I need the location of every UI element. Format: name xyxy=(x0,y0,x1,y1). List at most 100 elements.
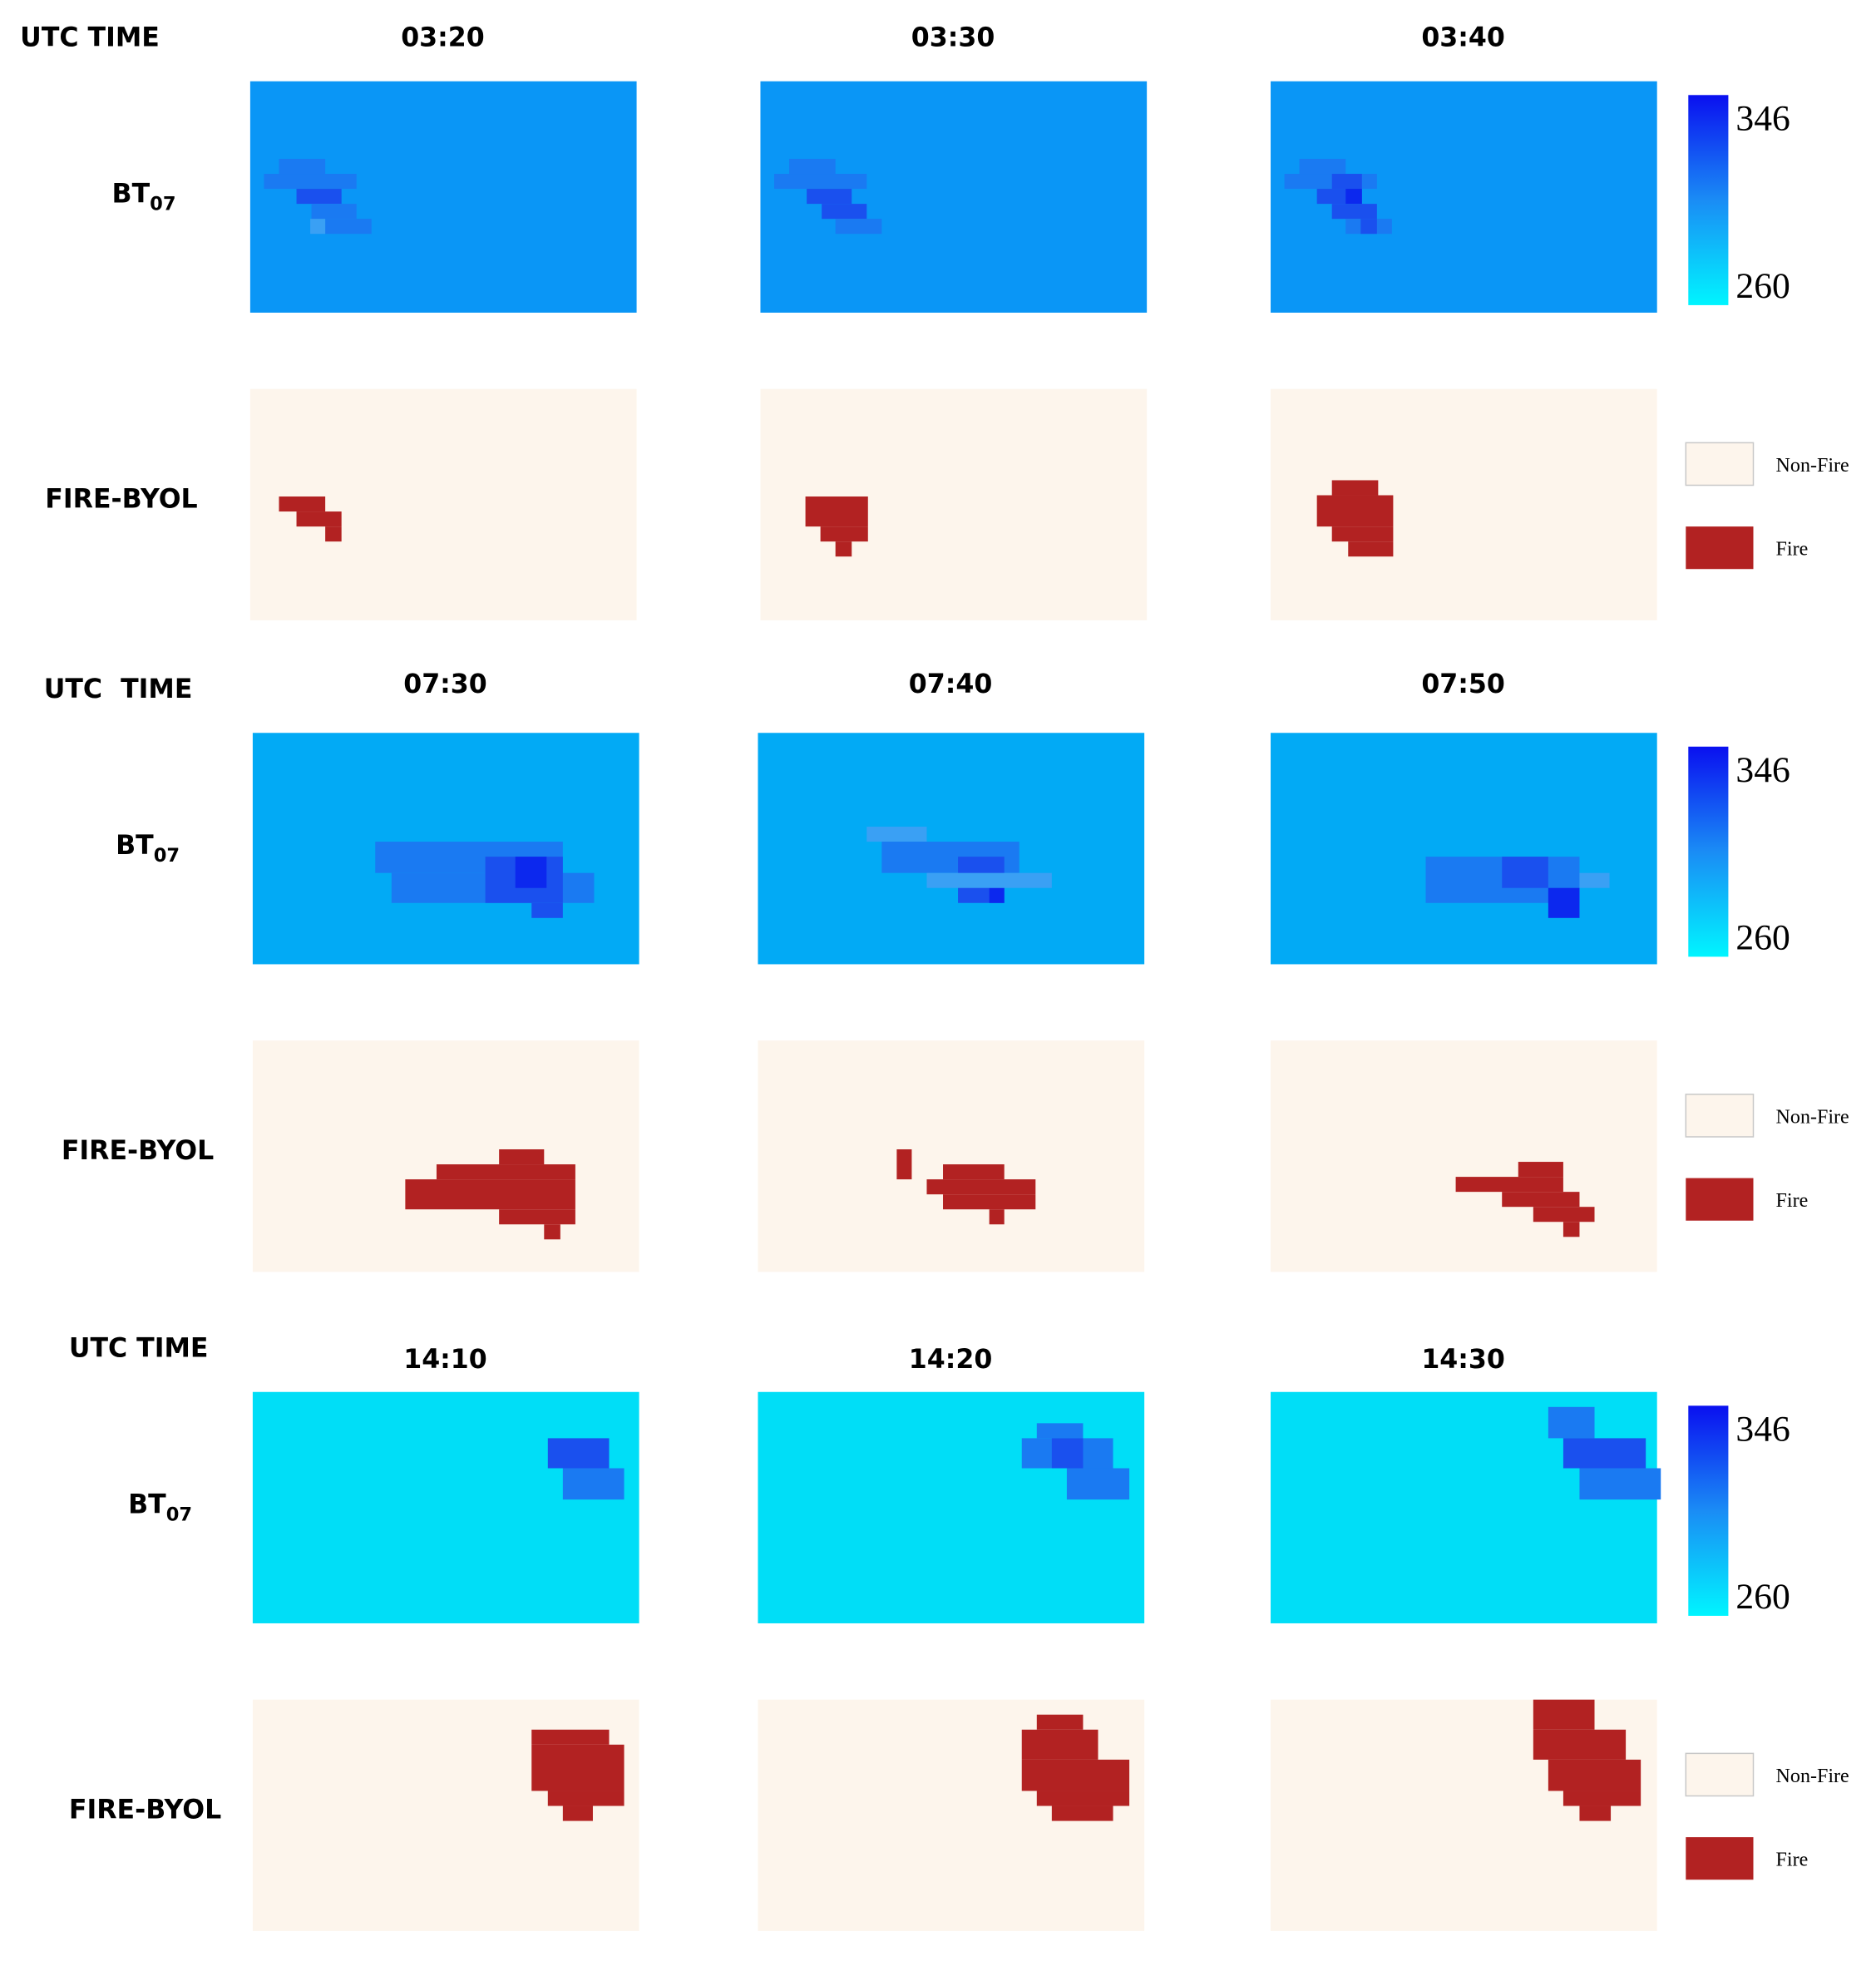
bt-pixel xyxy=(515,857,547,888)
colorbar xyxy=(1688,1405,1729,1616)
fire-pixel xyxy=(562,1805,593,1821)
colorbar xyxy=(1688,746,1729,957)
bt-panel xyxy=(1271,1391,1657,1623)
fire-pixel xyxy=(325,526,342,542)
fire-pixel xyxy=(1533,1729,1627,1760)
legend-label: Fire xyxy=(1776,1850,1809,1871)
fire-pixel xyxy=(1036,1714,1084,1730)
row-label: BT07 xyxy=(128,1490,192,1526)
bt-pixel xyxy=(1563,1438,1646,1469)
bt-pixel xyxy=(835,219,882,235)
bt-pixel xyxy=(1299,158,1346,175)
panel-group: UTC TIME 03:20 03:30 03:40 BT07 FIRE-BYOL 346 2… xyxy=(20,23,1849,620)
colorbar-max: 346 xyxy=(1735,750,1790,790)
bt-pixel xyxy=(1345,189,1362,205)
row-label-subscript: 07 xyxy=(166,1504,192,1526)
fire-pixel xyxy=(531,1729,610,1745)
bt-pixel xyxy=(279,158,326,175)
bt-panel xyxy=(1271,733,1657,965)
bt-pixel xyxy=(562,1468,625,1500)
fire-pixel xyxy=(436,1164,575,1180)
bt-pixel xyxy=(1066,1468,1130,1500)
fire-pixel xyxy=(835,541,852,557)
panel-group: UTC TIME 07:30 07:40 07:50 BT07 FIRE-BYOL 346 2… xyxy=(44,669,1849,1272)
colorbar-min: 260 xyxy=(1735,917,1790,957)
header-label: UTC TIME xyxy=(20,23,160,53)
fire-pixel xyxy=(531,1744,625,1791)
fire-pixel xyxy=(943,1164,1005,1180)
fire-pixel xyxy=(544,1224,560,1240)
row-label-text: BT xyxy=(128,1490,166,1520)
fire-pixel xyxy=(296,511,342,527)
fire-pixel xyxy=(499,1149,545,1165)
legend-swatch xyxy=(1685,442,1755,487)
legend-swatch xyxy=(1685,1094,1755,1138)
bt-pixel xyxy=(1579,1468,1661,1500)
bt-pixel xyxy=(789,158,836,175)
fire-pixel xyxy=(1331,526,1394,542)
row-label-subscript: 07 xyxy=(154,845,180,867)
fire-pixel xyxy=(989,1209,1005,1225)
time-label: 14:20 xyxy=(909,1345,993,1375)
colorbar-max: 346 xyxy=(1735,98,1790,138)
fire-pixel xyxy=(1021,1759,1130,1791)
bt-panel xyxy=(252,1391,639,1623)
time-label: 03:40 xyxy=(1421,23,1505,53)
bt-pixel xyxy=(296,189,342,205)
fire-pixel xyxy=(1563,1791,1642,1806)
fire-pixel xyxy=(547,1791,625,1806)
fire-panel xyxy=(1271,1040,1657,1272)
fire-pixel xyxy=(499,1209,575,1225)
time-label: 03:20 xyxy=(401,23,485,53)
fire-pixel xyxy=(1021,1729,1098,1760)
fire-pixel xyxy=(1348,541,1394,557)
fire-pixel xyxy=(1579,1805,1612,1821)
bt-pixel xyxy=(1502,857,1548,888)
fire-pixel xyxy=(805,496,868,527)
legend-swatch xyxy=(1686,1178,1754,1221)
colorbar-max: 346 xyxy=(1735,1409,1790,1449)
time-label: 14:10 xyxy=(403,1345,487,1375)
legend-swatch xyxy=(1686,526,1754,570)
bt-pixel xyxy=(531,902,563,918)
time-label: 14:30 xyxy=(1421,1345,1505,1375)
fire-panel xyxy=(252,1040,639,1272)
fire-pixel xyxy=(1563,1222,1580,1237)
row-label: FIRE-BYOL xyxy=(69,1796,221,1825)
bt-panel xyxy=(758,1391,1145,1623)
fire-pixel xyxy=(1036,1791,1130,1806)
fire-pixel xyxy=(943,1194,1036,1210)
time-label: 07:50 xyxy=(1421,669,1505,699)
bt-pixel xyxy=(866,827,927,842)
time-label: 07:40 xyxy=(909,669,993,699)
bt-pixel xyxy=(1331,204,1377,220)
row-label: FIRE-BYOL xyxy=(62,1136,214,1166)
time-label: 03:30 xyxy=(911,23,995,53)
row-label-subscript: 07 xyxy=(150,194,175,215)
fire-pixel xyxy=(1455,1177,1563,1193)
bt-pixel xyxy=(1051,1438,1084,1469)
legend-label: Fire xyxy=(1776,1190,1809,1212)
row-label-text: BT xyxy=(112,180,151,210)
bt-pixel xyxy=(773,174,867,190)
fire-pixel xyxy=(1051,1805,1113,1821)
fire-pixel xyxy=(1533,1207,1595,1223)
colorbar xyxy=(1688,95,1729,305)
bt-pixel xyxy=(310,219,326,235)
bt-pixel xyxy=(1331,174,1362,190)
bt-pixel xyxy=(547,1438,610,1469)
header-label: UTC TIME xyxy=(69,1334,209,1364)
fire-pixel xyxy=(1518,1162,1563,1178)
bt-pixel xyxy=(325,219,372,235)
fire-pixel xyxy=(279,496,326,512)
fire-pixel xyxy=(1533,1699,1595,1730)
bt-pixel xyxy=(1360,219,1377,235)
row-label: BT07 xyxy=(112,180,176,215)
legend-label: Non-Fire xyxy=(1776,1106,1849,1128)
fire-pixel xyxy=(405,1179,575,1210)
legend-swatch xyxy=(1686,1837,1754,1880)
fire-pixel xyxy=(1502,1192,1580,1208)
fire-pixel xyxy=(1331,480,1379,496)
